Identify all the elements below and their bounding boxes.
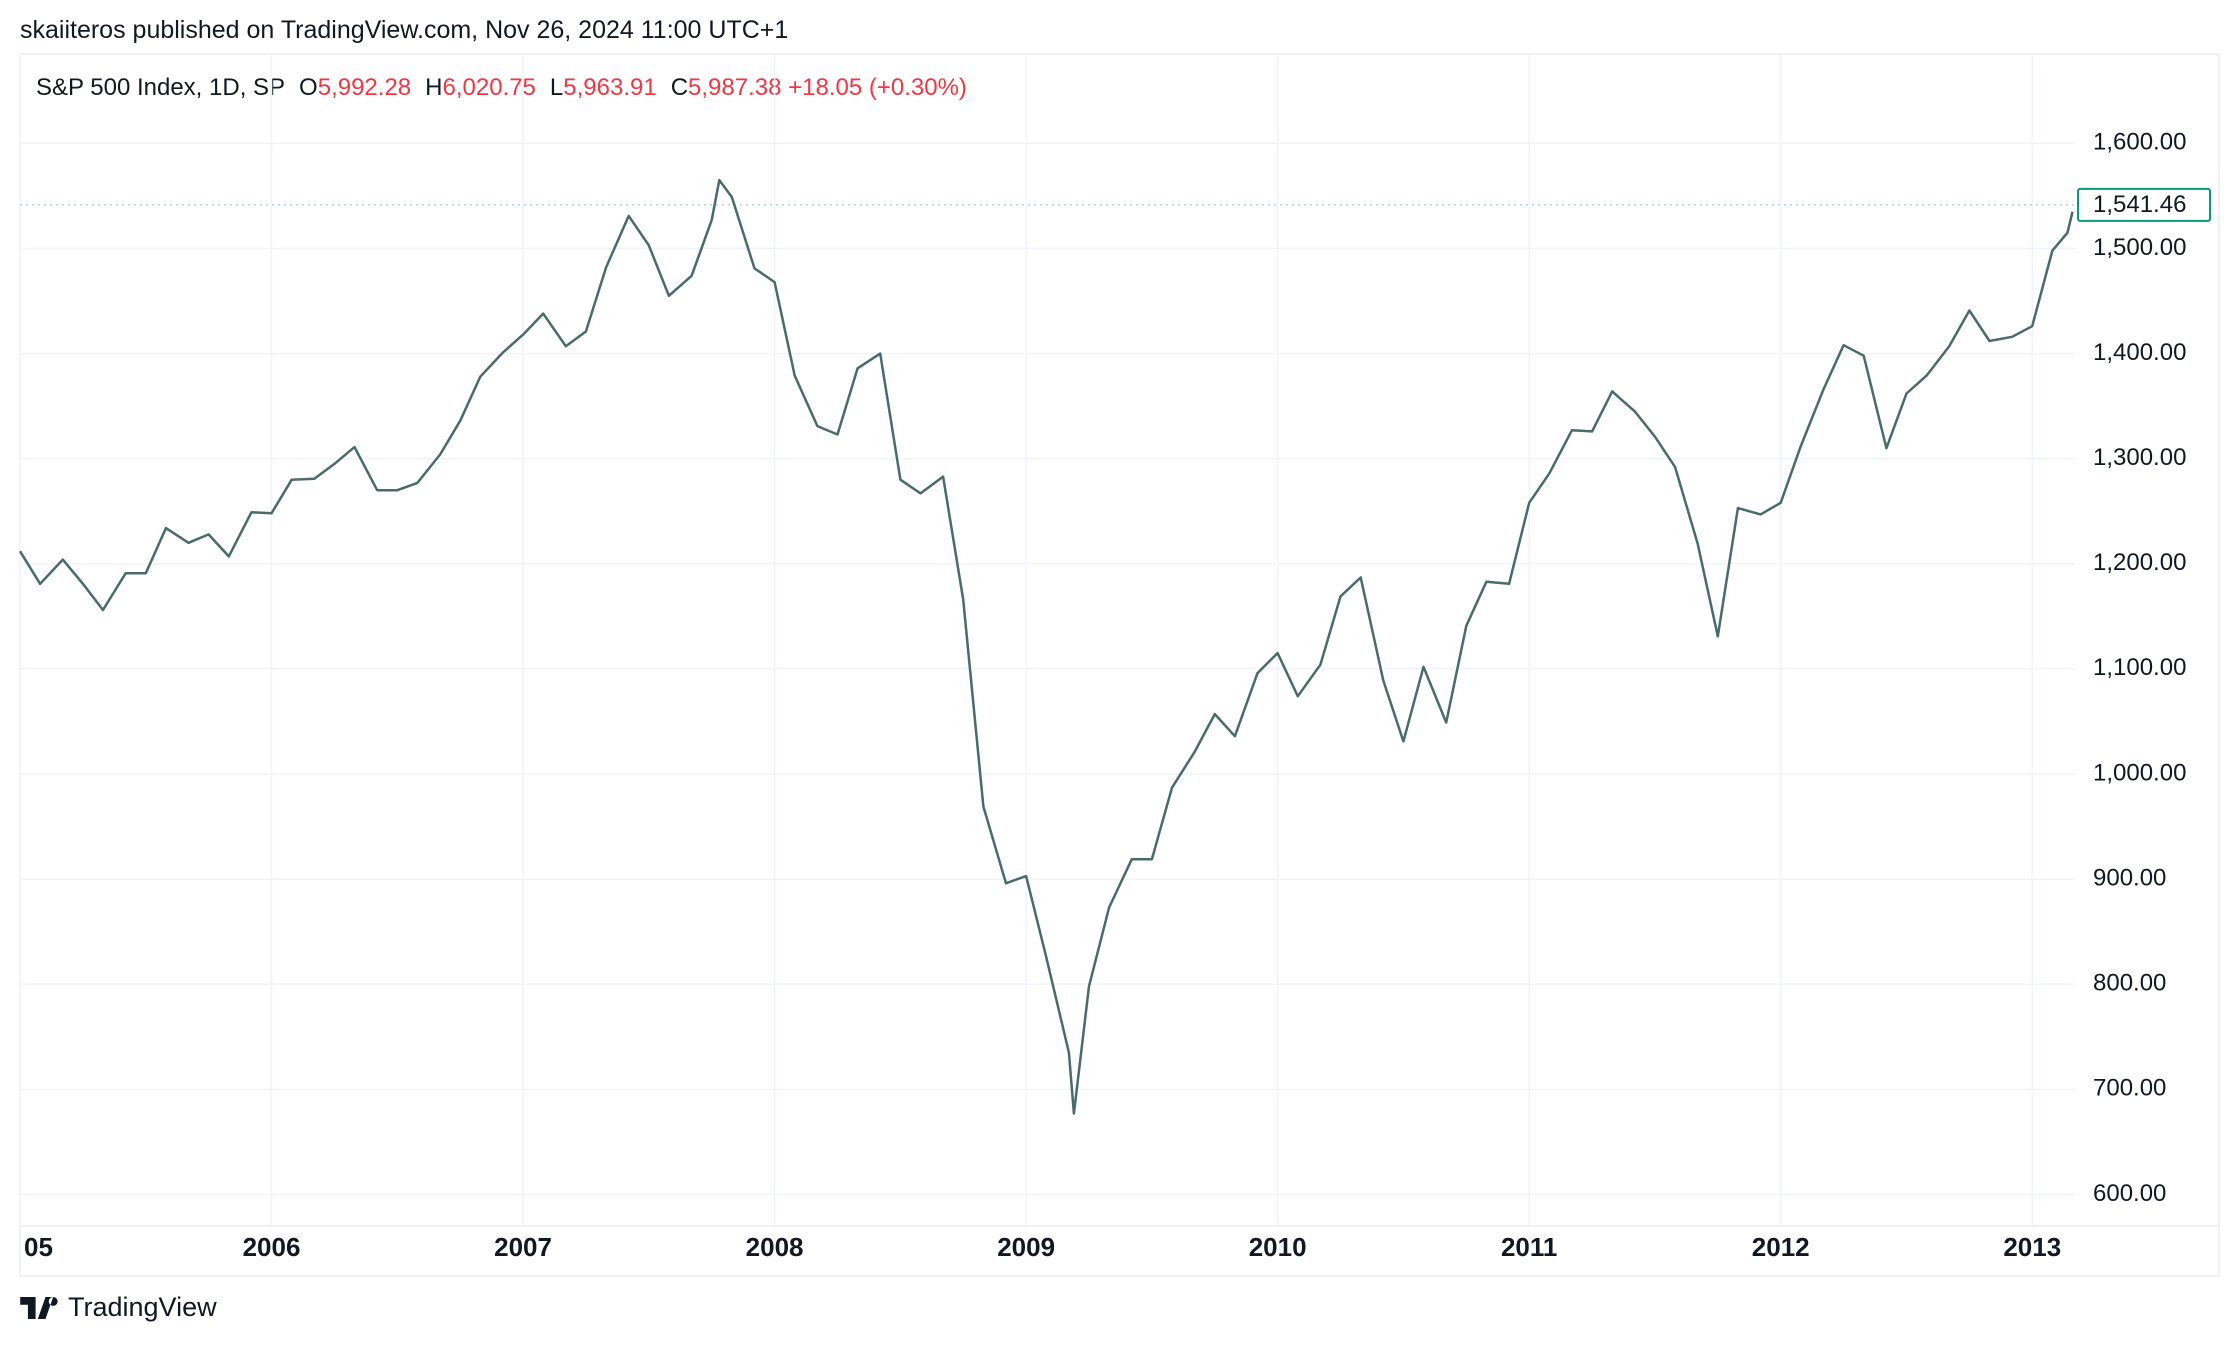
y-tick-label: 600.00 — [2093, 1180, 2166, 1207]
x-tick-label: 2011 — [1501, 1232, 1557, 1262]
x-tick-label: 2006 — [243, 1232, 301, 1262]
ohlc-key: H — [425, 74, 443, 101]
y-tick-label: 700.00 — [2093, 1075, 2166, 1102]
y-tick-label: 1,600.00 — [2093, 129, 2186, 156]
y-tick-label: 1,200.00 — [2093, 549, 2186, 576]
brand-text: TradingView — [68, 1292, 217, 1322]
y-tick-label: 1,100.00 — [2093, 654, 2186, 681]
ohlc-value: 5,987.38 — [688, 74, 782, 101]
last-price-box — [2077, 187, 2211, 222]
y-tick-label: 1,500.00 — [2093, 234, 2186, 261]
y-tick-label: 900.00 — [2093, 864, 2166, 891]
footer-brand: TradingView — [20, 1292, 217, 1323]
x-tick-label: 2008 — [746, 1232, 804, 1262]
y-tick-label: 800.00 — [2093, 970, 2166, 997]
legend: S&P 500 Index, 1D, SP O5,992.28 H6,020.75 L… — [36, 74, 967, 102]
x-tick-label: 05 — [24, 1232, 53, 1262]
y-tick-label: 1,300.00 — [2093, 444, 2186, 471]
x-tick-label: 2013 — [2003, 1232, 2061, 1262]
attribution: skaiiteros published on TradingView.com,… — [20, 16, 789, 44]
price-line — [18, 178, 2074, 1115]
x-tick-label: 2012 — [1752, 1232, 1810, 1262]
ohlc-key: L — [549, 74, 564, 101]
x-tick-label: 2007 — [494, 1232, 552, 1262]
ohlc-value: 6,020.75 — [442, 74, 536, 101]
frame — [19, 53, 2220, 1277]
change: +18.05 (+0.30%) — [788, 74, 967, 101]
ohlc-value: 5,992.28 — [317, 74, 412, 101]
symbol: S&P 500 Index, 1D, SP — [36, 74, 286, 101]
ohlc-value: 5,963.91 — [563, 74, 657, 101]
y-tick-label: 1,400.00 — [2093, 339, 2186, 366]
y-tick-label: 1,000.00 — [2093, 759, 2186, 786]
x-tick-label: 2010 — [1249, 1232, 1307, 1262]
ohlc-key: O — [299, 74, 318, 101]
ohlc-key: C — [670, 74, 689, 101]
x-tick-label: 2009 — [997, 1232, 1055, 1262]
last-price-label: 1,541.46 — [2093, 191, 2186, 218]
logo — [20, 1296, 58, 1319]
